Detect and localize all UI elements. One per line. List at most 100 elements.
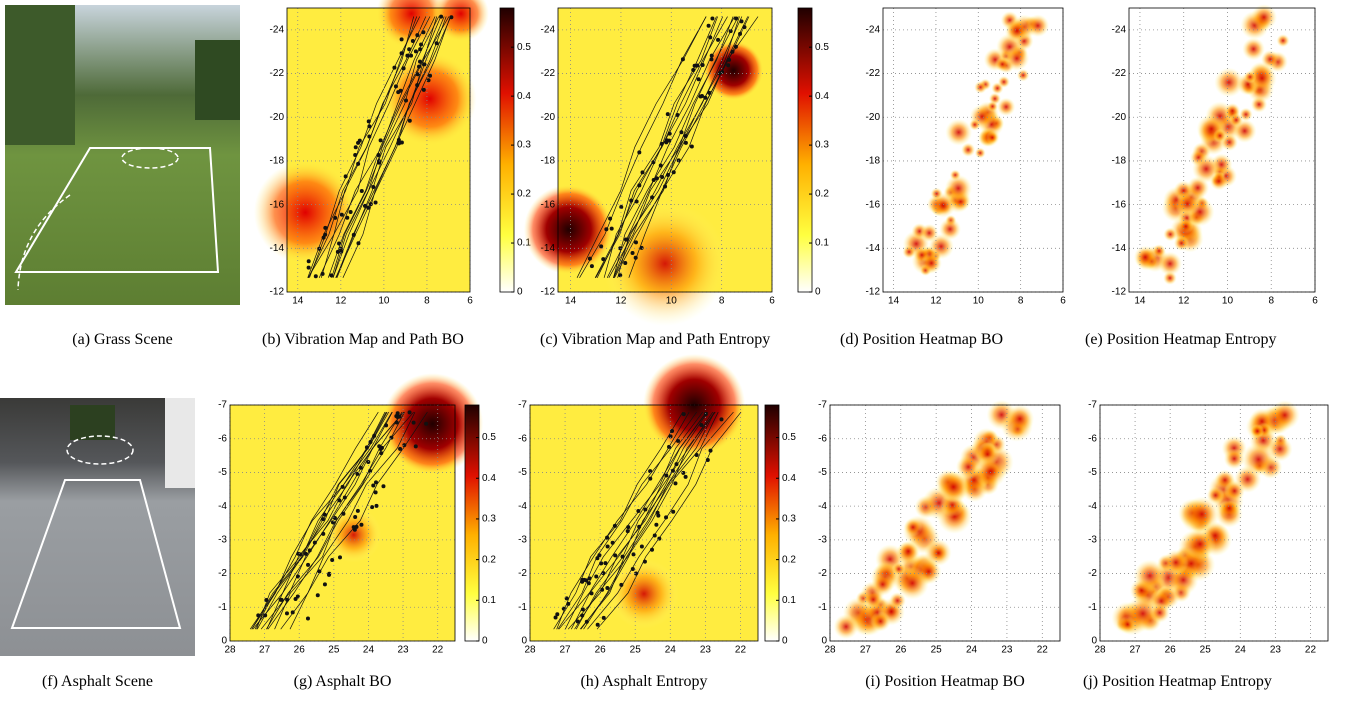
sample-point bbox=[373, 490, 378, 495]
heat-blob bbox=[1173, 235, 1190, 251]
x-tick-label: 8 bbox=[1268, 296, 1274, 307]
y-tick-label: 0 bbox=[821, 636, 827, 647]
sample-point bbox=[337, 241, 342, 246]
sample-point bbox=[394, 420, 399, 425]
x-tick-label: 14 bbox=[292, 296, 304, 307]
heat-blob bbox=[1004, 45, 1030, 71]
sample-point bbox=[738, 31, 743, 36]
heat-blob bbox=[1276, 34, 1290, 48]
sample-point bbox=[699, 423, 704, 428]
x-tick-label: 24 bbox=[966, 645, 978, 656]
sample-point bbox=[368, 468, 373, 473]
x-tick-label: 10 bbox=[1222, 296, 1234, 307]
sample-point bbox=[634, 571, 639, 576]
heat-blob bbox=[920, 252, 942, 274]
sample-point bbox=[353, 153, 358, 158]
sample-point bbox=[705, 457, 710, 462]
sample-point bbox=[734, 16, 739, 21]
colorbar-label: 0.4 bbox=[517, 91, 531, 102]
y-tick-label: -24 bbox=[866, 24, 881, 35]
plot-frame bbox=[286, 7, 471, 293]
heat-blob bbox=[1242, 37, 1265, 61]
y-tick-label: -14 bbox=[866, 243, 881, 254]
sample-point bbox=[293, 597, 298, 602]
sample-point bbox=[610, 540, 615, 545]
sample-point bbox=[384, 423, 389, 428]
sample-point bbox=[728, 29, 733, 34]
sample-point bbox=[643, 507, 648, 512]
sample-point bbox=[674, 462, 679, 467]
y-tick-label: -22 bbox=[270, 68, 285, 79]
sample-point bbox=[691, 68, 696, 73]
sample-point bbox=[670, 468, 675, 473]
heat-blob bbox=[1224, 480, 1245, 502]
plot-panel: 28 27 26 25 24 23 22 -7 -6 -5 -4 -3 -2 -1 0 bbox=[1088, 400, 1329, 656]
robot-path bbox=[579, 411, 719, 630]
x-tick-label: 6 bbox=[1312, 296, 1318, 307]
sample-point bbox=[376, 152, 381, 157]
sample-point bbox=[580, 607, 585, 612]
robot-path bbox=[606, 16, 735, 278]
sample-point bbox=[618, 273, 623, 278]
robot-path bbox=[564, 411, 703, 630]
sample-point bbox=[660, 174, 665, 179]
x-tick-label: 25 bbox=[328, 645, 340, 656]
sample-point bbox=[351, 232, 356, 237]
sample-point bbox=[401, 66, 406, 71]
sample-point bbox=[323, 225, 328, 230]
sample-point bbox=[679, 130, 684, 135]
sample-point bbox=[639, 245, 644, 250]
caption: (c) Vibration Map and Path Entropy bbox=[540, 331, 771, 348]
sample-point bbox=[379, 451, 384, 456]
sample-point bbox=[399, 37, 404, 42]
sample-point bbox=[601, 257, 606, 262]
x-tick-label: 10 bbox=[666, 296, 678, 307]
x-tick-label: 24 bbox=[1235, 645, 1247, 656]
y-tick-label: -14 bbox=[541, 243, 556, 254]
sample-point bbox=[629, 198, 634, 203]
x-tick-label: 22 bbox=[1037, 645, 1049, 656]
sample-point bbox=[426, 78, 431, 83]
heat-blob bbox=[609, 559, 679, 629]
sample-point bbox=[407, 47, 412, 52]
plot-panel: 14 12 10 8 6 -24 -22 -20 -18 -16 -14 -12 0 0.1 0.2 0.3 0… bbox=[253, 0, 531, 307]
y-tick-label: -2 bbox=[518, 568, 527, 579]
sample-point bbox=[329, 273, 334, 278]
caption: (g) Asphalt BO bbox=[293, 673, 392, 690]
robot-path bbox=[252, 411, 393, 630]
colorbar-label: 0.5 bbox=[482, 432, 496, 443]
y-tick-label: -1 bbox=[1088, 602, 1097, 613]
sample-point bbox=[424, 421, 429, 426]
sample-point bbox=[315, 593, 320, 598]
x-tick-label: 27 bbox=[560, 645, 572, 656]
sample-point bbox=[370, 505, 375, 510]
sample-point bbox=[415, 72, 420, 77]
sample-point bbox=[733, 44, 738, 49]
sample-point bbox=[343, 174, 348, 179]
y-tick-label: -14 bbox=[1112, 243, 1127, 254]
x-tick-label: 10 bbox=[378, 296, 390, 307]
caption: (d) Position Heatmap BO bbox=[840, 331, 1004, 348]
robot-path bbox=[342, 16, 451, 278]
heat-blob bbox=[1260, 49, 1280, 69]
sample-point bbox=[371, 184, 376, 189]
y-tick-label: 0 bbox=[521, 636, 527, 647]
robot-path bbox=[613, 16, 749, 278]
heat-blob bbox=[974, 147, 986, 159]
robot-path bbox=[608, 16, 739, 278]
sample-point bbox=[681, 470, 686, 475]
x-tick-label: 6 bbox=[1060, 296, 1066, 307]
y-tick-label: -5 bbox=[1088, 467, 1097, 478]
sample-point bbox=[642, 559, 647, 564]
y-tick-label: -12 bbox=[866, 287, 881, 298]
sample-point bbox=[415, 83, 420, 88]
sample-point bbox=[599, 561, 604, 566]
sample-point bbox=[681, 412, 686, 417]
heat-blob bbox=[929, 544, 948, 562]
x-tick-label: 26 bbox=[895, 645, 907, 656]
sample-point bbox=[359, 188, 364, 193]
y-tick-label: -6 bbox=[818, 433, 827, 444]
sample-point bbox=[358, 465, 363, 470]
y-tick-label: -24 bbox=[270, 24, 285, 35]
y-tick-label: -3 bbox=[518, 534, 527, 545]
